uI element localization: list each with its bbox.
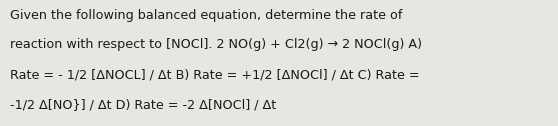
Text: Given the following balanced equation, determine the rate of: Given the following balanced equation, d… xyxy=(10,9,402,22)
Text: Rate = - 1/2 [ΔNOCL] / Δt B) Rate = +1/2 [ΔNOCl] / Δt C) Rate =: Rate = - 1/2 [ΔNOCL] / Δt B) Rate = +1/2… xyxy=(10,68,420,81)
Text: reaction with respect to [NOCl]. 2 NO(g) + Cl2(g) → 2 NOCl(g) A): reaction with respect to [NOCl]. 2 NO(g)… xyxy=(10,38,422,51)
Text: -1/2 Δ[NO}] / Δt D) Rate = -2 Δ[NOCl] / Δt: -1/2 Δ[NO}] / Δt D) Rate = -2 Δ[NOCl] / … xyxy=(10,98,276,111)
